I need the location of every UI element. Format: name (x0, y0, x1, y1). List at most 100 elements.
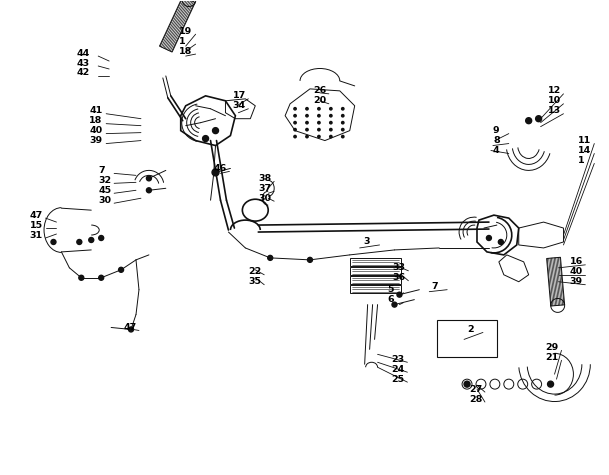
Text: 33: 33 (392, 263, 406, 272)
Circle shape (498, 239, 503, 245)
Circle shape (342, 128, 344, 131)
Circle shape (294, 128, 296, 131)
Text: 3: 3 (364, 238, 370, 247)
Text: 28: 28 (469, 395, 482, 404)
Bar (350, 285, 401, 293)
Circle shape (203, 135, 208, 142)
Text: 40: 40 (569, 267, 583, 276)
Circle shape (79, 276, 84, 280)
Circle shape (308, 257, 312, 262)
Text: 29: 29 (546, 343, 559, 352)
Text: 2: 2 (467, 325, 474, 334)
Circle shape (128, 327, 133, 332)
Bar (350, 258, 401, 266)
Text: 47: 47 (30, 210, 43, 219)
Text: 21: 21 (546, 353, 559, 362)
Text: 20: 20 (313, 96, 326, 105)
Circle shape (51, 239, 56, 245)
Circle shape (146, 176, 152, 181)
Circle shape (536, 116, 541, 122)
Circle shape (318, 114, 320, 117)
Text: 34: 34 (233, 101, 245, 110)
Circle shape (212, 169, 219, 176)
Circle shape (526, 118, 532, 124)
Circle shape (547, 381, 554, 387)
Circle shape (318, 135, 320, 138)
Circle shape (213, 128, 219, 133)
Circle shape (342, 114, 344, 117)
Text: 18: 18 (90, 116, 103, 125)
Text: 17: 17 (233, 91, 245, 100)
Text: 32: 32 (98, 176, 111, 185)
Text: 4: 4 (493, 146, 499, 155)
Circle shape (464, 381, 470, 387)
Circle shape (89, 238, 94, 242)
Text: 39: 39 (569, 277, 583, 286)
Text: 5: 5 (387, 285, 394, 294)
Circle shape (342, 122, 344, 124)
Circle shape (487, 236, 491, 240)
Circle shape (294, 107, 296, 110)
Circle shape (77, 239, 82, 245)
Text: 7: 7 (98, 166, 105, 175)
Text: 36: 36 (392, 273, 406, 282)
Circle shape (318, 107, 320, 110)
Circle shape (342, 135, 344, 138)
Text: 30: 30 (98, 196, 111, 205)
Text: 15: 15 (30, 220, 43, 229)
Circle shape (329, 128, 332, 131)
Circle shape (306, 135, 308, 138)
Bar (350, 267, 401, 275)
Circle shape (99, 276, 104, 280)
Circle shape (318, 122, 320, 124)
Text: 46: 46 (214, 164, 227, 173)
Circle shape (306, 107, 308, 110)
Circle shape (342, 107, 344, 110)
Text: 1: 1 (579, 156, 585, 165)
Circle shape (329, 107, 332, 110)
Text: 40: 40 (90, 126, 102, 135)
Circle shape (329, 114, 332, 117)
Circle shape (268, 256, 273, 260)
Text: 22: 22 (248, 267, 262, 276)
Text: 37: 37 (258, 184, 272, 193)
Text: 6: 6 (387, 295, 394, 304)
Text: 14: 14 (579, 146, 591, 155)
Text: 18: 18 (178, 47, 192, 56)
Text: 42: 42 (76, 68, 90, 77)
Circle shape (329, 135, 332, 138)
Text: 31: 31 (30, 230, 43, 239)
Circle shape (294, 135, 296, 138)
Circle shape (99, 236, 104, 240)
Text: 39: 39 (90, 136, 102, 145)
Text: 27: 27 (469, 385, 482, 394)
Text: 35: 35 (248, 277, 261, 286)
Circle shape (329, 122, 332, 124)
Text: 23: 23 (392, 355, 404, 364)
Text: 25: 25 (392, 375, 404, 384)
Circle shape (306, 128, 308, 131)
Text: 9: 9 (493, 126, 499, 135)
Circle shape (294, 122, 296, 124)
Text: 8: 8 (493, 136, 499, 145)
Text: 16: 16 (569, 257, 583, 266)
Circle shape (306, 114, 308, 117)
Text: 24: 24 (392, 365, 405, 374)
Text: 45: 45 (98, 186, 111, 195)
Bar (350, 276, 401, 284)
Circle shape (146, 188, 152, 193)
Circle shape (397, 292, 402, 297)
Circle shape (318, 128, 320, 131)
Circle shape (294, 114, 296, 117)
Text: 11: 11 (579, 136, 591, 145)
Text: 1: 1 (178, 37, 185, 46)
Circle shape (306, 122, 308, 124)
Text: 26: 26 (313, 86, 326, 95)
Text: 7: 7 (431, 282, 438, 291)
Circle shape (119, 267, 124, 272)
Text: 41: 41 (90, 106, 102, 115)
Text: 10: 10 (547, 96, 561, 105)
Text: 13: 13 (547, 106, 561, 115)
Circle shape (392, 302, 397, 307)
Text: 38: 38 (258, 174, 272, 183)
